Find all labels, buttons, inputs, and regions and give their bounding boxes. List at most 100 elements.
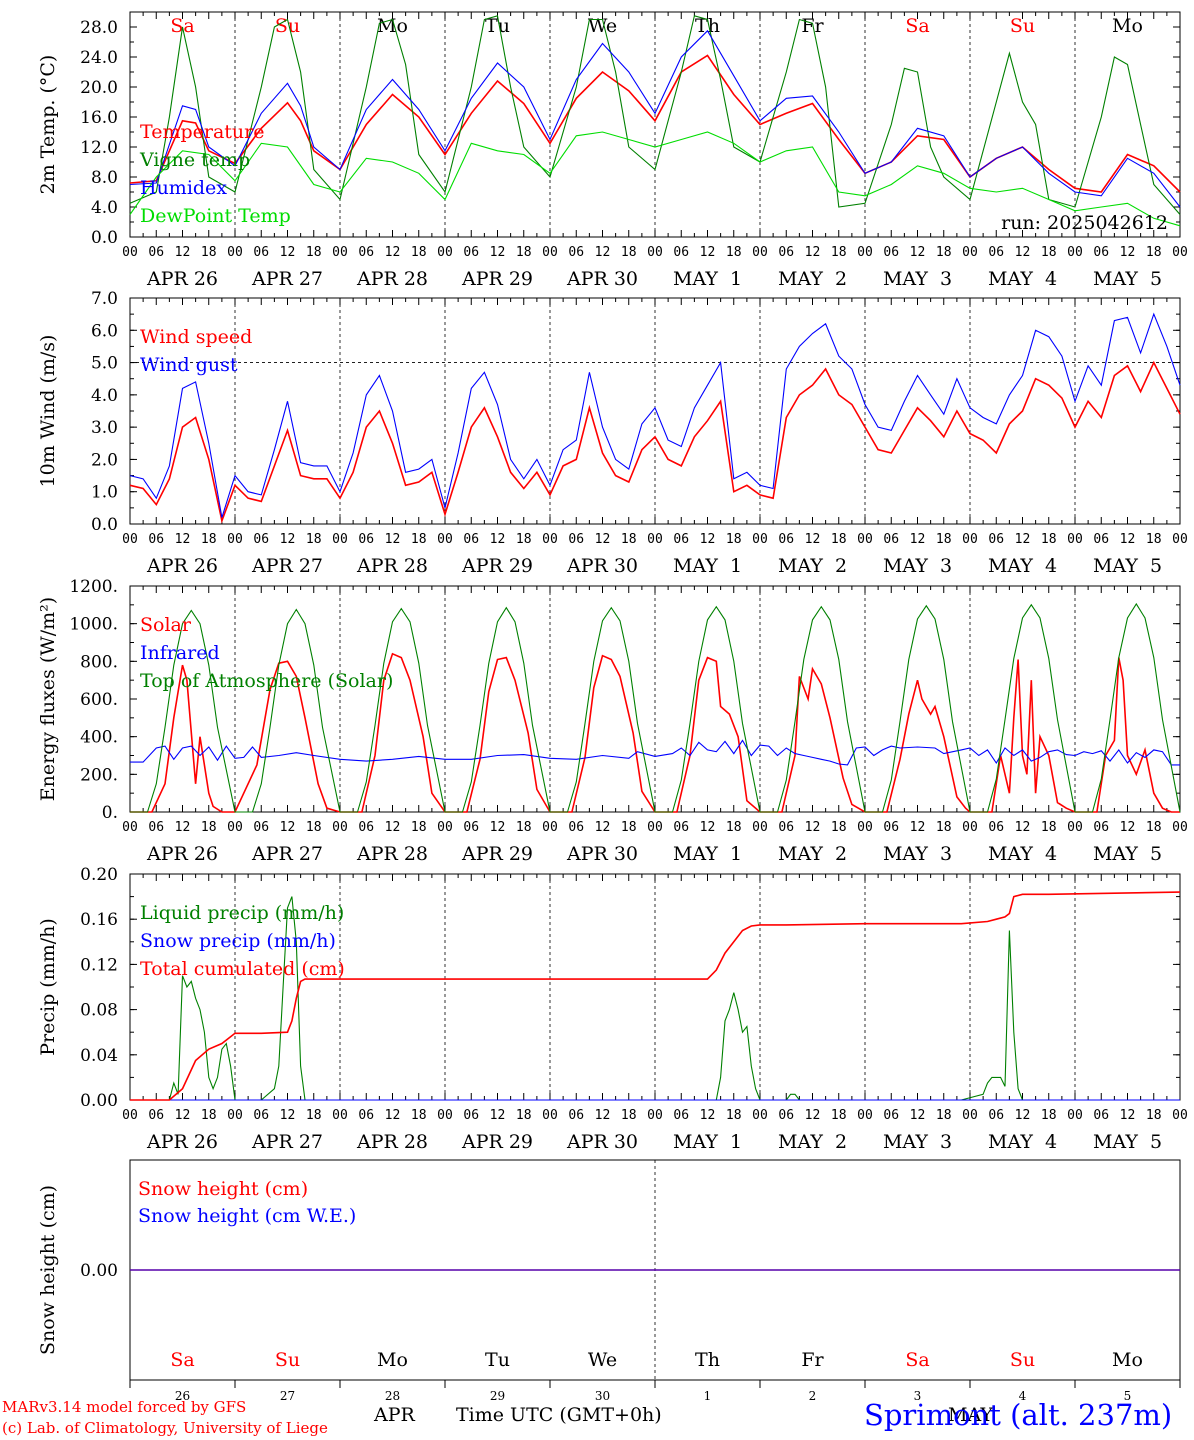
hour-tick-label: 12 [595,245,611,260]
y-tick-label: 7.0 [91,289,118,309]
date-label: APR 28 [356,555,428,577]
hour-tick-label: 06 [673,245,689,260]
hour-tick-label: 18 [621,1108,637,1123]
legend-entry: Wind gust [140,354,238,376]
hour-tick-label: 18 [621,820,637,835]
legend-entry: Liquid precip (mm/h) [140,902,344,924]
hour-tick-label: 12 [385,820,401,835]
hour-tick-label: 06 [883,532,899,547]
hour-tick-label: 18 [306,820,322,835]
date-label: APR 27 [251,555,323,577]
date-label: APR 26 [146,268,218,290]
weekday-label: Su [275,15,300,37]
hour-tick-label: 12 [805,532,821,547]
day-number-label: 5 [1124,1389,1132,1403]
hour-tick-label: 18 [1146,820,1162,835]
hour-tick-label: 12 [1120,820,1136,835]
hour-tick-label: 00 [227,820,243,835]
legend-entry: Snow precip (mm/h) [140,930,336,952]
hour-tick-label: 00 [962,820,978,835]
y-tick-label: 6.0 [91,321,118,341]
hour-tick-label: 12 [280,245,296,260]
hour-tick-label: 12 [1120,245,1136,260]
hour-tick-label: 06 [1093,820,1109,835]
hour-tick-label: 06 [148,532,164,547]
series-line-temperature [129,54,1181,193]
hour-tick-label: 00 [542,532,558,547]
hour-tick-label: 18 [411,245,427,260]
hour-tick-label: 06 [778,532,794,547]
legend-entry: Infrared [140,642,220,664]
hour-tick-label: 12 [385,532,401,547]
hour-tick-label: 12 [490,1108,506,1123]
legend-entry: Temperature [140,121,264,143]
date-label: APR 29 [461,268,533,290]
time-axis-label: Time UTC (GMT+0h) [456,1404,662,1426]
hour-tick-label: 18 [516,532,532,547]
hour-tick-label: 00 [857,1108,873,1123]
hour-tick-label: 00 [647,245,663,260]
legend-entry: Vigne temp [139,149,250,171]
hour-tick-label: 06 [568,1108,584,1123]
hour-tick-label: 18 [306,245,322,260]
hour-tick-label: 00 [1172,1108,1188,1123]
date-label: MAY 4 [988,1131,1057,1153]
hour-tick-label: 00 [542,820,558,835]
hour-tick-label: 18 [1041,245,1057,260]
hour-tick-label: 00 [332,820,348,835]
hour-tick-label: 00 [437,245,453,260]
legend-entry: DewPoint Temp [140,205,291,227]
y-tick-label: 3.0 [91,418,118,438]
date-label: APR 29 [461,555,533,577]
hour-tick-label: 00 [752,1108,768,1123]
hour-tick-label: 00 [1172,532,1188,547]
hour-tick-label: 12 [910,245,926,260]
hour-tick-label: 06 [673,820,689,835]
hour-tick-label: 00 [857,245,873,260]
hour-tick-label: 06 [988,1108,1004,1123]
hour-tick-label: 06 [1093,532,1109,547]
hour-tick-label: 12 [595,532,611,547]
date-label: APR 29 [461,1131,533,1153]
hour-tick-label: 00 [1067,245,1083,260]
weekday-label: Mo [1112,15,1143,37]
hour-tick-label: 12 [805,1108,821,1123]
hour-tick-label: 06 [253,820,269,835]
hour-tick-label: 06 [883,245,899,260]
y-tick-label: 200. [80,765,118,785]
y-tick-label: 2.0 [91,450,118,470]
y-tick-label: 0.08 [80,1001,118,1021]
series-line-solar [130,652,1180,813]
hour-tick-label: 12 [1015,245,1031,260]
hour-tick-label: 06 [673,532,689,547]
date-label: APR 26 [146,1131,218,1153]
hour-tick-label: 00 [542,1108,558,1123]
hour-tick-label: 06 [778,820,794,835]
day-number-label: 26 [175,1389,190,1403]
hour-tick-label: 12 [490,820,506,835]
series-line-infrared [130,739,1180,766]
hour-tick-label: 12 [175,820,191,835]
hour-tick-label: 18 [726,820,742,835]
hour-tick-label: 18 [411,532,427,547]
hour-tick-label: 18 [726,1108,742,1123]
y-tick-label: 0. [102,803,118,823]
hour-tick-label: 12 [700,1108,716,1123]
date-label: MAY 3 [883,843,952,865]
hour-tick-label: 18 [516,245,532,260]
weekday-label: Th [695,15,720,37]
hour-tick-label: 12 [910,532,926,547]
y-tick-label: 1200. [69,577,118,597]
date-label: MAY 4 [988,268,1057,290]
hour-tick-label: 06 [778,245,794,260]
hour-tick-label: 12 [910,1108,926,1123]
series-line-dewpoint-temp [129,131,1181,227]
day-number-label: 30 [595,1389,610,1403]
legend-entry: Top of Atmosphere (Solar) [140,670,393,692]
y-tick-label: 0.16 [80,910,118,930]
y-tick-label: 0.20 [80,865,118,885]
hour-tick-label: 00 [122,532,138,547]
hour-tick-label: 00 [332,532,348,547]
hour-tick-label: 00 [542,245,558,260]
hour-tick-label: 12 [1015,820,1031,835]
